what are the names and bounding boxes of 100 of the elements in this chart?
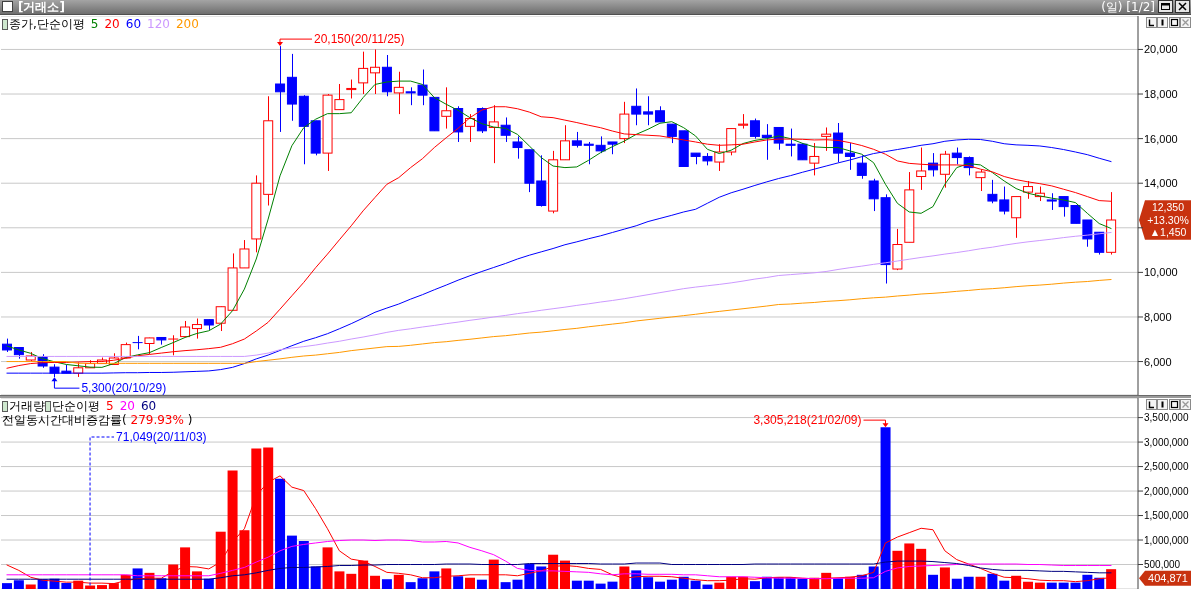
text: 60 (125, 17, 142, 31)
bar (571, 580, 582, 589)
candlestick (821, 126, 832, 152)
bar (500, 582, 511, 589)
bar (346, 573, 357, 589)
bar (654, 581, 665, 589)
y-tick-label: 2,000,000 (1144, 485, 1189, 497)
text: 전일동시간대비증감률( 279.93% ) (2, 413, 193, 427)
candlestick (939, 150, 950, 189)
y-tick-label: 2,500,000 (1144, 461, 1189, 473)
chart-subtitle: (일) [1/2] (1101, 0, 1155, 14)
candlestick (809, 142, 820, 176)
y-tick-label: 14,000 (1144, 177, 1178, 190)
annotation: 5,300(20/10/29) (81, 381, 167, 396)
text: 20 (119, 399, 135, 413)
candlestick (975, 169, 986, 192)
y-tick-label: 16,000 (1144, 132, 1178, 145)
candlestick (560, 124, 570, 161)
text: ▲1,450 (1149, 226, 1187, 239)
bar (714, 582, 725, 589)
y-tick-label: 3,500,000 (1144, 412, 1189, 424)
text: +13.30% (1147, 213, 1189, 226)
text: 5 (106, 399, 114, 413)
bar (405, 582, 416, 589)
y-tick-label: 8,000 (1144, 310, 1172, 323)
candlestick (132, 335, 144, 350)
bar (476, 579, 487, 589)
text: 60 (140, 399, 157, 413)
bar (25, 584, 36, 589)
candlestick (441, 86, 452, 130)
bar (286, 535, 297, 589)
candlestick (191, 318, 202, 340)
candlestick (856, 154, 867, 180)
bar (61, 583, 72, 589)
bar (310, 566, 321, 589)
bar (928, 574, 939, 589)
candlestick (370, 48, 381, 95)
bar (916, 548, 927, 589)
bar (999, 580, 1010, 589)
y-tick-label: 6,000 (1144, 355, 1172, 368)
bar (975, 576, 986, 589)
bar (453, 576, 464, 589)
y-tick-label: 3,000,000 (1144, 436, 1189, 448)
bar (963, 576, 974, 589)
bar (13, 580, 24, 589)
candlestick (358, 51, 369, 95)
annotation: 20,150(20/11/25) (314, 32, 405, 47)
y-tick-label: 20,000 (1144, 43, 1178, 56)
text: 5 (90, 17, 99, 31)
chart-title: 거래량 (9, 399, 45, 413)
line-series (6, 560, 1112, 580)
bar (275, 478, 286, 589)
candlestick (631, 87, 642, 126)
text: 12,350 (1151, 201, 1185, 214)
text: 20 (104, 17, 120, 31)
bar (666, 579, 677, 589)
chart-title: [거래소] (18, 0, 65, 14)
candlestick (643, 95, 654, 126)
candlestick (844, 142, 855, 171)
y-tick-label: 18,000 (1144, 87, 1178, 100)
bar (939, 567, 950, 589)
bar (749, 581, 760, 589)
bar (904, 543, 915, 589)
legend-title: 단순이평 (52, 399, 100, 413)
legend-title: 종가,단순이평 (9, 17, 85, 31)
bar (2, 583, 12, 589)
candlestick (666, 123, 677, 144)
bar (370, 575, 381, 589)
candlestick (393, 71, 404, 115)
bar (643, 577, 654, 589)
bar (892, 550, 903, 589)
candlestick (167, 334, 179, 356)
candlestick (346, 79, 357, 99)
y-tick-label: 1,000,000 (1144, 534, 1189, 546)
bar (465, 577, 476, 589)
bar (833, 578, 844, 589)
line-series (6, 539, 1112, 580)
bar (951, 578, 962, 589)
text: 404,871 (1148, 572, 1188, 585)
bar (381, 579, 392, 589)
annotation: 71,049(20/11/03) (116, 430, 207, 445)
y-tick-label: 1,500,000 (1144, 510, 1189, 522)
candlestick (275, 45, 286, 133)
candlestick (916, 147, 927, 191)
bar (987, 573, 998, 589)
bar (298, 541, 309, 589)
candlestick (512, 135, 523, 160)
text: 120 (147, 17, 170, 31)
bar (1034, 582, 1045, 589)
candlestick (749, 118, 760, 140)
candlestick (1011, 196, 1022, 239)
bar (583, 580, 594, 589)
y-tick-label: 500,000 (1144, 559, 1181, 571)
bar (1058, 582, 1069, 589)
bar (1046, 582, 1057, 589)
annotation: 3,305,218(21/02/09) (753, 413, 862, 428)
y-tick-label: 10,000 (1144, 266, 1178, 279)
text: 200 (175, 17, 199, 31)
bar (536, 566, 547, 589)
bar (1023, 581, 1034, 589)
